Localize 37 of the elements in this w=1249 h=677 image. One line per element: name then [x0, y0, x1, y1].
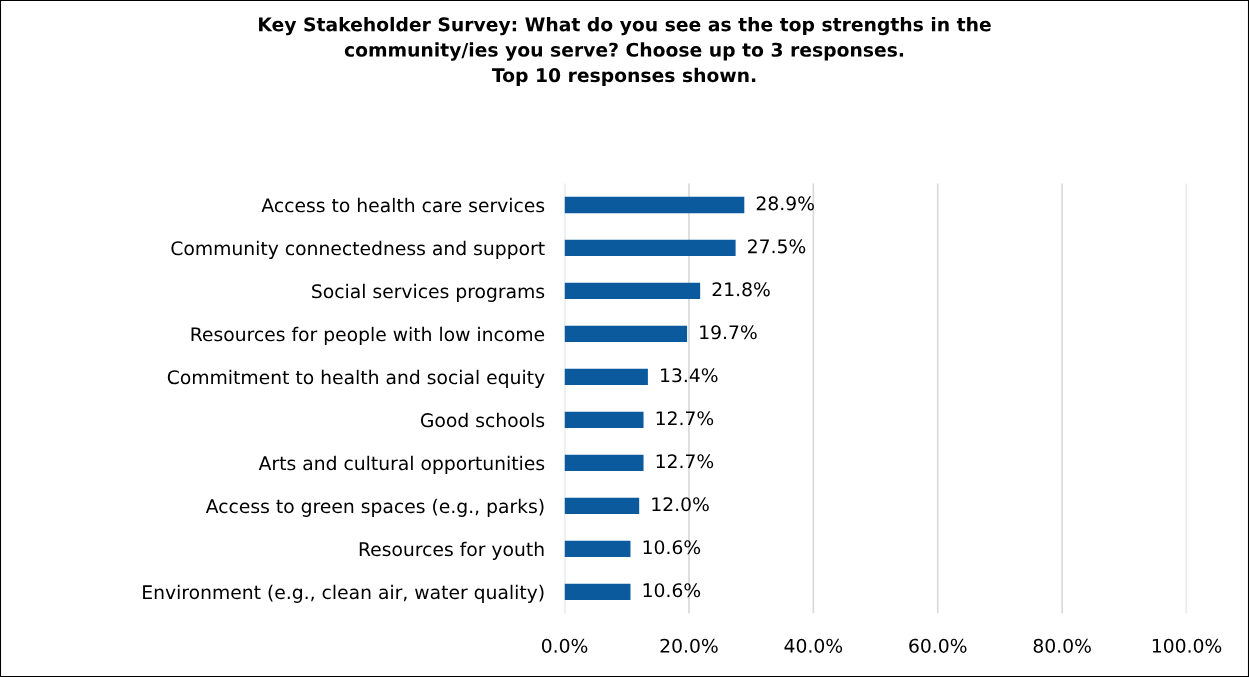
y-tick-label: Social services programs: [312, 283, 545, 302]
data-label: 12.7%: [656, 454, 714, 469]
x-tick-label: 0.0%: [541, 638, 588, 653]
data-label: 19.7%: [700, 325, 757, 340]
y-tick-label: Resources for people with low income: [191, 326, 545, 345]
data-label: 12.0%: [652, 497, 709, 512]
bar: [564, 497, 640, 515]
y-tick-label: Good schools: [420, 412, 545, 428]
x-tick-label: 20.0%: [660, 638, 718, 653]
y-tick-label: Access to health care services: [261, 197, 545, 213]
x-tick-label: 60.0%: [909, 638, 967, 653]
y-tick-label: Resources for youth: [359, 541, 544, 560]
data-label: 21.8%: [712, 282, 770, 297]
y-tick-label: Environment (e.g., clean air, water quality): [143, 584, 544, 603]
y-tick-label: Commitment to health and social equity: [167, 369, 545, 388]
x-tick-label: 80.0%: [1033, 638, 1091, 653]
bar: [564, 540, 631, 558]
chart-title: Key Stakeholder Survey: What do you see as the top strengths in the community/ies you serve? Choose up to 3 responses. Top 10 responses shown.: [259, 16, 991, 86]
x-tick-label: 100.0%: [1152, 638, 1222, 653]
y-tick-label: Community connectedness and support: [171, 240, 545, 259]
data-label: 28.9%: [756, 196, 814, 211]
data-label: 10.6%: [643, 540, 701, 555]
data-label: 27.5%: [748, 239, 806, 254]
bar: [564, 325, 688, 343]
y-tick-label: Arts and cultural opportunities: [258, 455, 545, 474]
data-label: 10.6%: [643, 583, 701, 598]
bar: [564, 196, 745, 214]
y-tick-label: Access to green spaces (e.g., parks): [205, 498, 544, 517]
bar: [564, 454, 644, 472]
bar: [564, 368, 648, 386]
bar: [564, 411, 644, 429]
bar: [564, 239, 736, 257]
data-label: 12.7%: [656, 411, 714, 426]
bar: [564, 583, 631, 601]
data-label: 13.4%: [661, 368, 718, 383]
x-tick-label: 40.0%: [784, 638, 843, 653]
bar: [564, 282, 701, 300]
